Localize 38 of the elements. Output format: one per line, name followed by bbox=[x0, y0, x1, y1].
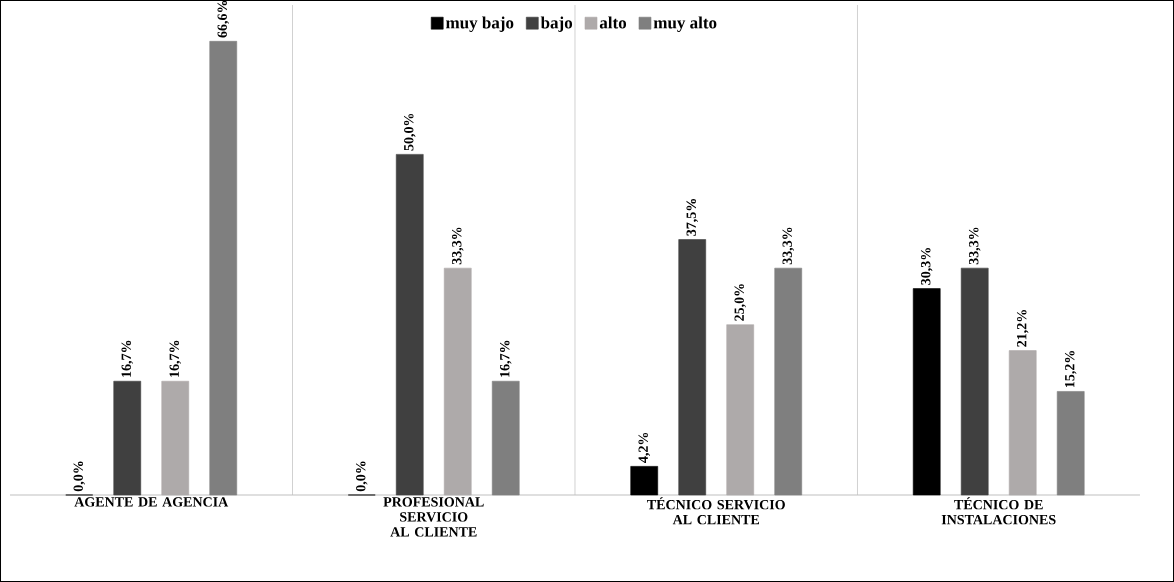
data-label: 15,2% bbox=[1064, 350, 1077, 388]
data-label: 33,3% bbox=[968, 227, 981, 265]
legend-label: alto bbox=[599, 16, 627, 29]
data-label: 21,2% bbox=[1016, 310, 1029, 347]
bar bbox=[678, 239, 707, 496]
legend-label: muy alto bbox=[653, 16, 717, 33]
data-label: 16,7% bbox=[169, 340, 181, 377]
data-label: 33,3% bbox=[451, 227, 464, 265]
bar bbox=[443, 267, 472, 496]
x-tick-label: TÉCNICO DE INSTALACIONES bbox=[941, 497, 1056, 525]
bar bbox=[774, 267, 803, 496]
data-label: 0,0% bbox=[73, 461, 85, 492]
data-label: 25,0% bbox=[734, 284, 746, 321]
bar bbox=[726, 324, 755, 496]
data-label: 0,0% bbox=[355, 461, 368, 492]
bar bbox=[161, 380, 190, 496]
data-label: 30,3% bbox=[920, 248, 933, 285]
bar bbox=[630, 466, 659, 496]
data-label: 33,3% bbox=[782, 227, 794, 265]
data-label: 16,7% bbox=[499, 340, 512, 377]
data-label: 66,6% bbox=[217, 0, 229, 38]
data-label: 4,2% bbox=[638, 432, 650, 463]
bar bbox=[491, 380, 520, 496]
data-label: 50,0% bbox=[403, 113, 416, 151]
bar bbox=[960, 267, 989, 496]
data-label: 37,5% bbox=[686, 199, 698, 236]
data-label: 16,7% bbox=[121, 340, 133, 377]
bar bbox=[209, 41, 238, 496]
legend-label: bajo bbox=[540, 16, 573, 32]
bar bbox=[912, 288, 941, 496]
x-tick-label: PROFESIONAL SERVICIO AL CLIENTE bbox=[383, 497, 484, 537]
x-tick-label: AGENTE DE AGENCIA bbox=[74, 497, 229, 507]
bar bbox=[1056, 391, 1085, 496]
x-tick-label: TÉCNICO SERVICIO AL CLIENTE bbox=[647, 497, 785, 525]
legend-label: muy bajo bbox=[445, 16, 514, 33]
bar bbox=[395, 154, 424, 496]
bar bbox=[113, 380, 142, 496]
bar bbox=[1008, 350, 1037, 496]
